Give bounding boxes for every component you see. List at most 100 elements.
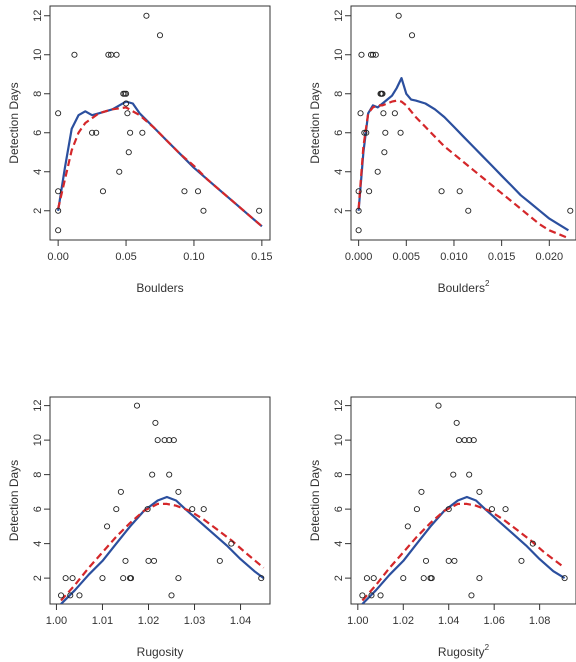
data-point: [366, 188, 373, 195]
data-point: [166, 437, 173, 444]
data-point: [170, 437, 177, 444]
data-point: [258, 575, 265, 582]
y-axis-label: Detection Days: [7, 82, 21, 163]
data-point: [89, 129, 96, 136]
data-point: [127, 129, 134, 136]
dashed-fit-line: [361, 502, 566, 602]
data-point: [69, 575, 76, 582]
data-point: [104, 523, 111, 530]
data-point: [168, 592, 175, 599]
y-tick-label: 2: [333, 575, 345, 581]
data-point: [502, 506, 509, 513]
x-tick-label: 1.03: [184, 615, 205, 627]
data-point: [456, 188, 463, 195]
data-point: [476, 575, 483, 582]
data-point: [404, 523, 411, 530]
data-point: [154, 437, 161, 444]
data-point: [145, 557, 152, 564]
y-axis-label: Detection Days: [308, 82, 322, 163]
data-point: [127, 575, 135, 582]
data-point: [149, 471, 156, 478]
data-point: [391, 110, 398, 117]
data-point: [175, 575, 182, 582]
data-point: [438, 188, 445, 195]
data-point: [71, 51, 78, 58]
data-point: [422, 557, 430, 564]
data-point: [397, 129, 404, 136]
y-tick-label: 10: [32, 49, 44, 61]
data-point: [374, 168, 381, 175]
data-point: [488, 506, 495, 513]
data-point: [382, 129, 389, 136]
data-point: [200, 207, 207, 214]
y-tick-label: 12: [333, 10, 345, 22]
dashed-fit-line: [357, 99, 569, 240]
solid-fit-line: [357, 77, 569, 232]
x-tick-label: 1.04: [230, 615, 251, 627]
y-tick-label: 8: [333, 91, 345, 97]
data-point: [228, 540, 235, 547]
data-point: [435, 402, 442, 409]
data-point: [379, 90, 386, 97]
data-point: [124, 110, 131, 117]
dashed-fit-line: [60, 502, 265, 602]
data-point: [561, 575, 568, 582]
data-point: [361, 129, 368, 136]
data-point: [453, 419, 460, 426]
x-axis-label-superscript: 2: [485, 279, 490, 288]
data-point: [113, 51, 120, 58]
data-point: [451, 557, 458, 564]
data-point: [408, 32, 416, 39]
data-point: [363, 575, 370, 582]
y-tick-label: 10: [32, 434, 44, 446]
data-point: [67, 592, 74, 599]
data-point: [357, 110, 364, 117]
x-tick-label: 0.005: [393, 251, 421, 263]
x-axis-label-superscript: 2: [485, 643, 490, 652]
y-tick-label: 4: [32, 169, 44, 175]
x-tick-label: 0.020: [536, 251, 564, 263]
data-point: [358, 51, 365, 58]
plot-frame: [49, 5, 271, 241]
y-tick-label: 4: [333, 541, 345, 547]
x-axis-label: Rugosity: [137, 645, 184, 659]
data-point: [133, 402, 141, 409]
data-point: [395, 12, 402, 19]
data-point: [125, 149, 132, 156]
y-tick-label: 6: [32, 130, 44, 136]
data-point: [55, 110, 62, 117]
y-tick-label: 6: [32, 506, 44, 512]
data-point: [161, 437, 168, 444]
data-point: [369, 51, 376, 58]
data-point: [76, 592, 83, 599]
dashed-fit-line: [57, 106, 263, 228]
y-tick-label: 12: [32, 400, 44, 412]
data-point: [445, 557, 452, 564]
data-point: [418, 488, 425, 495]
data-point: [567, 207, 574, 214]
x-tick-label: 1.04: [438, 615, 459, 627]
y-tick-label: 6: [333, 130, 345, 136]
data-point: [355, 227, 362, 234]
data-point: [189, 506, 196, 513]
x-axis-label-text: Rugosity: [438, 645, 485, 659]
data-point: [57, 592, 65, 599]
data-point: [55, 207, 62, 214]
data-point: [200, 506, 207, 513]
plot-frame: [350, 396, 576, 605]
data-point: [120, 575, 127, 582]
x-tick-label: 0.15: [251, 251, 272, 263]
x-tick-label: 0.10: [183, 251, 204, 263]
solid-fit-line: [60, 495, 265, 604]
data-point: [99, 188, 107, 195]
x-axis-label-text: Boulders: [136, 281, 183, 295]
data-point: [144, 506, 151, 513]
data-point: [359, 592, 366, 599]
data-point: [156, 32, 164, 39]
x-tick-label: 0.000: [345, 251, 373, 263]
data-point: [377, 592, 384, 599]
data-point: [445, 506, 452, 513]
data-point: [466, 437, 473, 444]
data-point: [518, 557, 525, 564]
